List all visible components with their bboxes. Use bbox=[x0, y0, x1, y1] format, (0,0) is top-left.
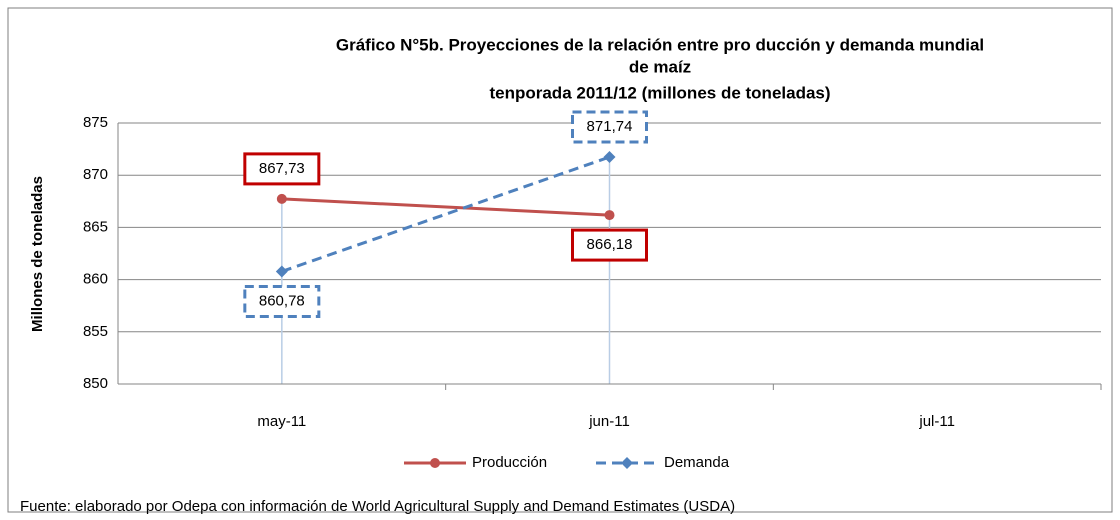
y-tick-label: 860 bbox=[83, 271, 108, 288]
y-tick-label: 870 bbox=[83, 166, 108, 183]
value-label-box bbox=[571, 110, 648, 144]
y-tick-label: 875 bbox=[83, 114, 108, 131]
series-line bbox=[281, 155, 610, 273]
series-line bbox=[281, 197, 610, 217]
data-point bbox=[603, 151, 616, 164]
legend-marker bbox=[430, 458, 440, 468]
value-label: 871,74 bbox=[587, 118, 633, 135]
y-tick-label: 855 bbox=[83, 323, 108, 340]
x-tick-label: jul-11 bbox=[918, 413, 955, 430]
y-tick-label: 865 bbox=[83, 218, 108, 235]
legend-label: Demanda bbox=[664, 454, 730, 471]
y-tick-label: 850 bbox=[83, 375, 108, 392]
data-point bbox=[604, 210, 615, 221]
x-tick-label: may-11 bbox=[257, 413, 306, 430]
legend-label: Producción bbox=[472, 454, 547, 471]
y-axis-label: Millones de toneladas bbox=[29, 176, 46, 332]
value-label-box bbox=[571, 228, 648, 262]
value-label: 866,18 bbox=[587, 236, 633, 253]
chart-title: Gráfico N°5b. Proyecciones de la relació… bbox=[336, 35, 984, 54]
value-label-box bbox=[243, 152, 321, 186]
data-point bbox=[275, 265, 288, 278]
value-label: 867,73 bbox=[259, 160, 305, 177]
chart-title: tenporada 2011/12 (millones de toneladas… bbox=[489, 83, 830, 102]
chart-border bbox=[7, 7, 1113, 513]
source-note: Fuente: elaborado por Odepa con informac… bbox=[20, 498, 735, 515]
data-point bbox=[276, 193, 287, 204]
chart-title: de maíz bbox=[629, 57, 691, 76]
value-label: 860,78 bbox=[259, 292, 305, 309]
legend-marker bbox=[621, 457, 633, 469]
x-tick-label: jun-11 bbox=[588, 413, 630, 430]
value-label-box bbox=[243, 284, 321, 318]
